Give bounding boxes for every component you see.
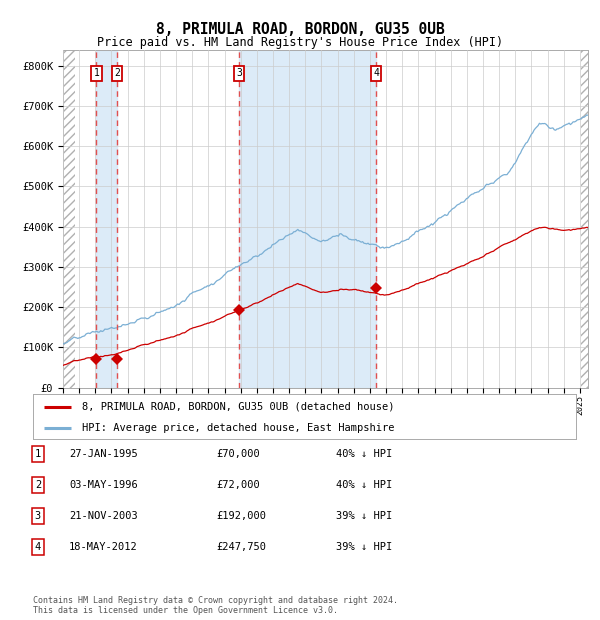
- Text: 21-NOV-2003: 21-NOV-2003: [69, 511, 138, 521]
- Text: £72,000: £72,000: [216, 480, 260, 490]
- Text: Contains HM Land Registry data © Crown copyright and database right 2024.
This d: Contains HM Land Registry data © Crown c…: [33, 596, 398, 615]
- Text: £70,000: £70,000: [216, 449, 260, 459]
- Bar: [239, 50, 376, 388]
- Text: 39% ↓ HPI: 39% ↓ HPI: [336, 542, 392, 552]
- Text: HPI: Average price, detached house, East Hampshire: HPI: Average price, detached house, East…: [82, 423, 394, 433]
- Bar: [97, 50, 117, 388]
- Text: 8, PRIMULA ROAD, BORDON, GU35 0UB: 8, PRIMULA ROAD, BORDON, GU35 0UB: [155, 22, 445, 37]
- Text: 03-MAY-1996: 03-MAY-1996: [69, 480, 138, 490]
- Text: 1: 1: [35, 449, 41, 459]
- Text: 3: 3: [236, 68, 242, 78]
- Text: 40% ↓ HPI: 40% ↓ HPI: [336, 480, 392, 490]
- Text: Price paid vs. HM Land Registry's House Price Index (HPI): Price paid vs. HM Land Registry's House …: [97, 36, 503, 48]
- Bar: [581, 50, 588, 388]
- Text: 18-MAY-2012: 18-MAY-2012: [69, 542, 138, 552]
- Text: £192,000: £192,000: [216, 511, 266, 521]
- Text: 2: 2: [114, 68, 120, 78]
- Text: 4: 4: [35, 542, 41, 552]
- Text: 8, PRIMULA ROAD, BORDON, GU35 0UB (detached house): 8, PRIMULA ROAD, BORDON, GU35 0UB (detac…: [82, 402, 394, 412]
- Text: 39% ↓ HPI: 39% ↓ HPI: [336, 511, 392, 521]
- Text: 27-JAN-1995: 27-JAN-1995: [69, 449, 138, 459]
- Text: 4: 4: [373, 68, 379, 78]
- Text: 2: 2: [35, 480, 41, 490]
- Bar: [63, 50, 75, 388]
- Text: 40% ↓ HPI: 40% ↓ HPI: [336, 449, 392, 459]
- Text: 1: 1: [94, 68, 100, 78]
- Text: £247,750: £247,750: [216, 542, 266, 552]
- Text: 3: 3: [35, 511, 41, 521]
